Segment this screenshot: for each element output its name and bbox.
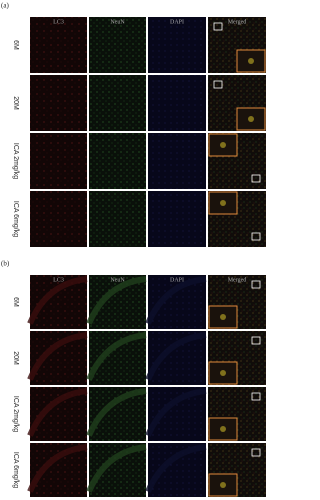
micrograph [148,191,206,247]
micrograph [148,17,206,73]
row-label: 6M [12,40,19,50]
column-header: LC3 [53,19,64,25]
column-header: NeuN [110,277,125,283]
inset-cell [248,116,254,122]
column-header: DAPI [170,19,184,25]
micrograph [30,17,87,73]
micrograph [30,191,87,247]
row-label: 20M [12,351,19,365]
roi-box [213,80,223,89]
roi-box [251,448,261,457]
tissue-band [145,388,207,437]
column-header: DAPI [170,277,184,283]
micrograph [30,133,87,189]
tissue-band [86,388,147,437]
tissue-band [145,444,207,493]
tissue-band [27,388,88,437]
roi-box [213,22,223,31]
micrograph [89,191,146,247]
micrograph [89,17,146,73]
row-label: ICA 6mg/kg [12,452,19,488]
tissue-band [27,444,88,493]
column-header: LC3 [53,277,64,283]
inset-cell [220,426,226,432]
inset-cell [220,482,226,488]
row-label: 20M [12,96,19,110]
tissue-band [27,332,88,381]
micrograph [30,75,87,131]
panel-label: (a) [1,2,9,10]
micrograph [148,133,206,189]
row-label: ICA 6mg/kg [12,201,19,237]
roi-box [251,280,261,289]
row-label: ICA 2mg/kg [12,143,19,179]
tissue-band [145,332,207,381]
tissue-band [86,332,147,381]
column-header: NeuN [110,19,125,25]
roi-box [251,336,261,345]
column-header: Merged [228,277,247,283]
row-label: ICA 2mg/kg [12,396,19,432]
row-label: 6M [12,297,19,307]
tissue-band [27,276,88,325]
micrograph [89,75,146,131]
micrograph [148,75,206,131]
micrograph [89,133,146,189]
inset-cell [220,370,226,376]
tissue-band [145,276,207,325]
inset-cell [220,314,226,320]
column-header: Merged [228,19,247,25]
tissue-band [86,444,147,493]
panel-label: (b) [1,260,10,268]
inset-cell [248,58,254,64]
tissue-band [86,276,147,325]
inset-cell [220,200,226,206]
roi-box [251,392,261,401]
inset-cell [220,142,226,148]
roi-box [251,232,261,241]
roi-box [251,174,261,183]
figure: (a) 6M 20M ICA 2mg/kg ICA 6mg/kg LC3 NeuN DAPI M… [1,2,266,497]
